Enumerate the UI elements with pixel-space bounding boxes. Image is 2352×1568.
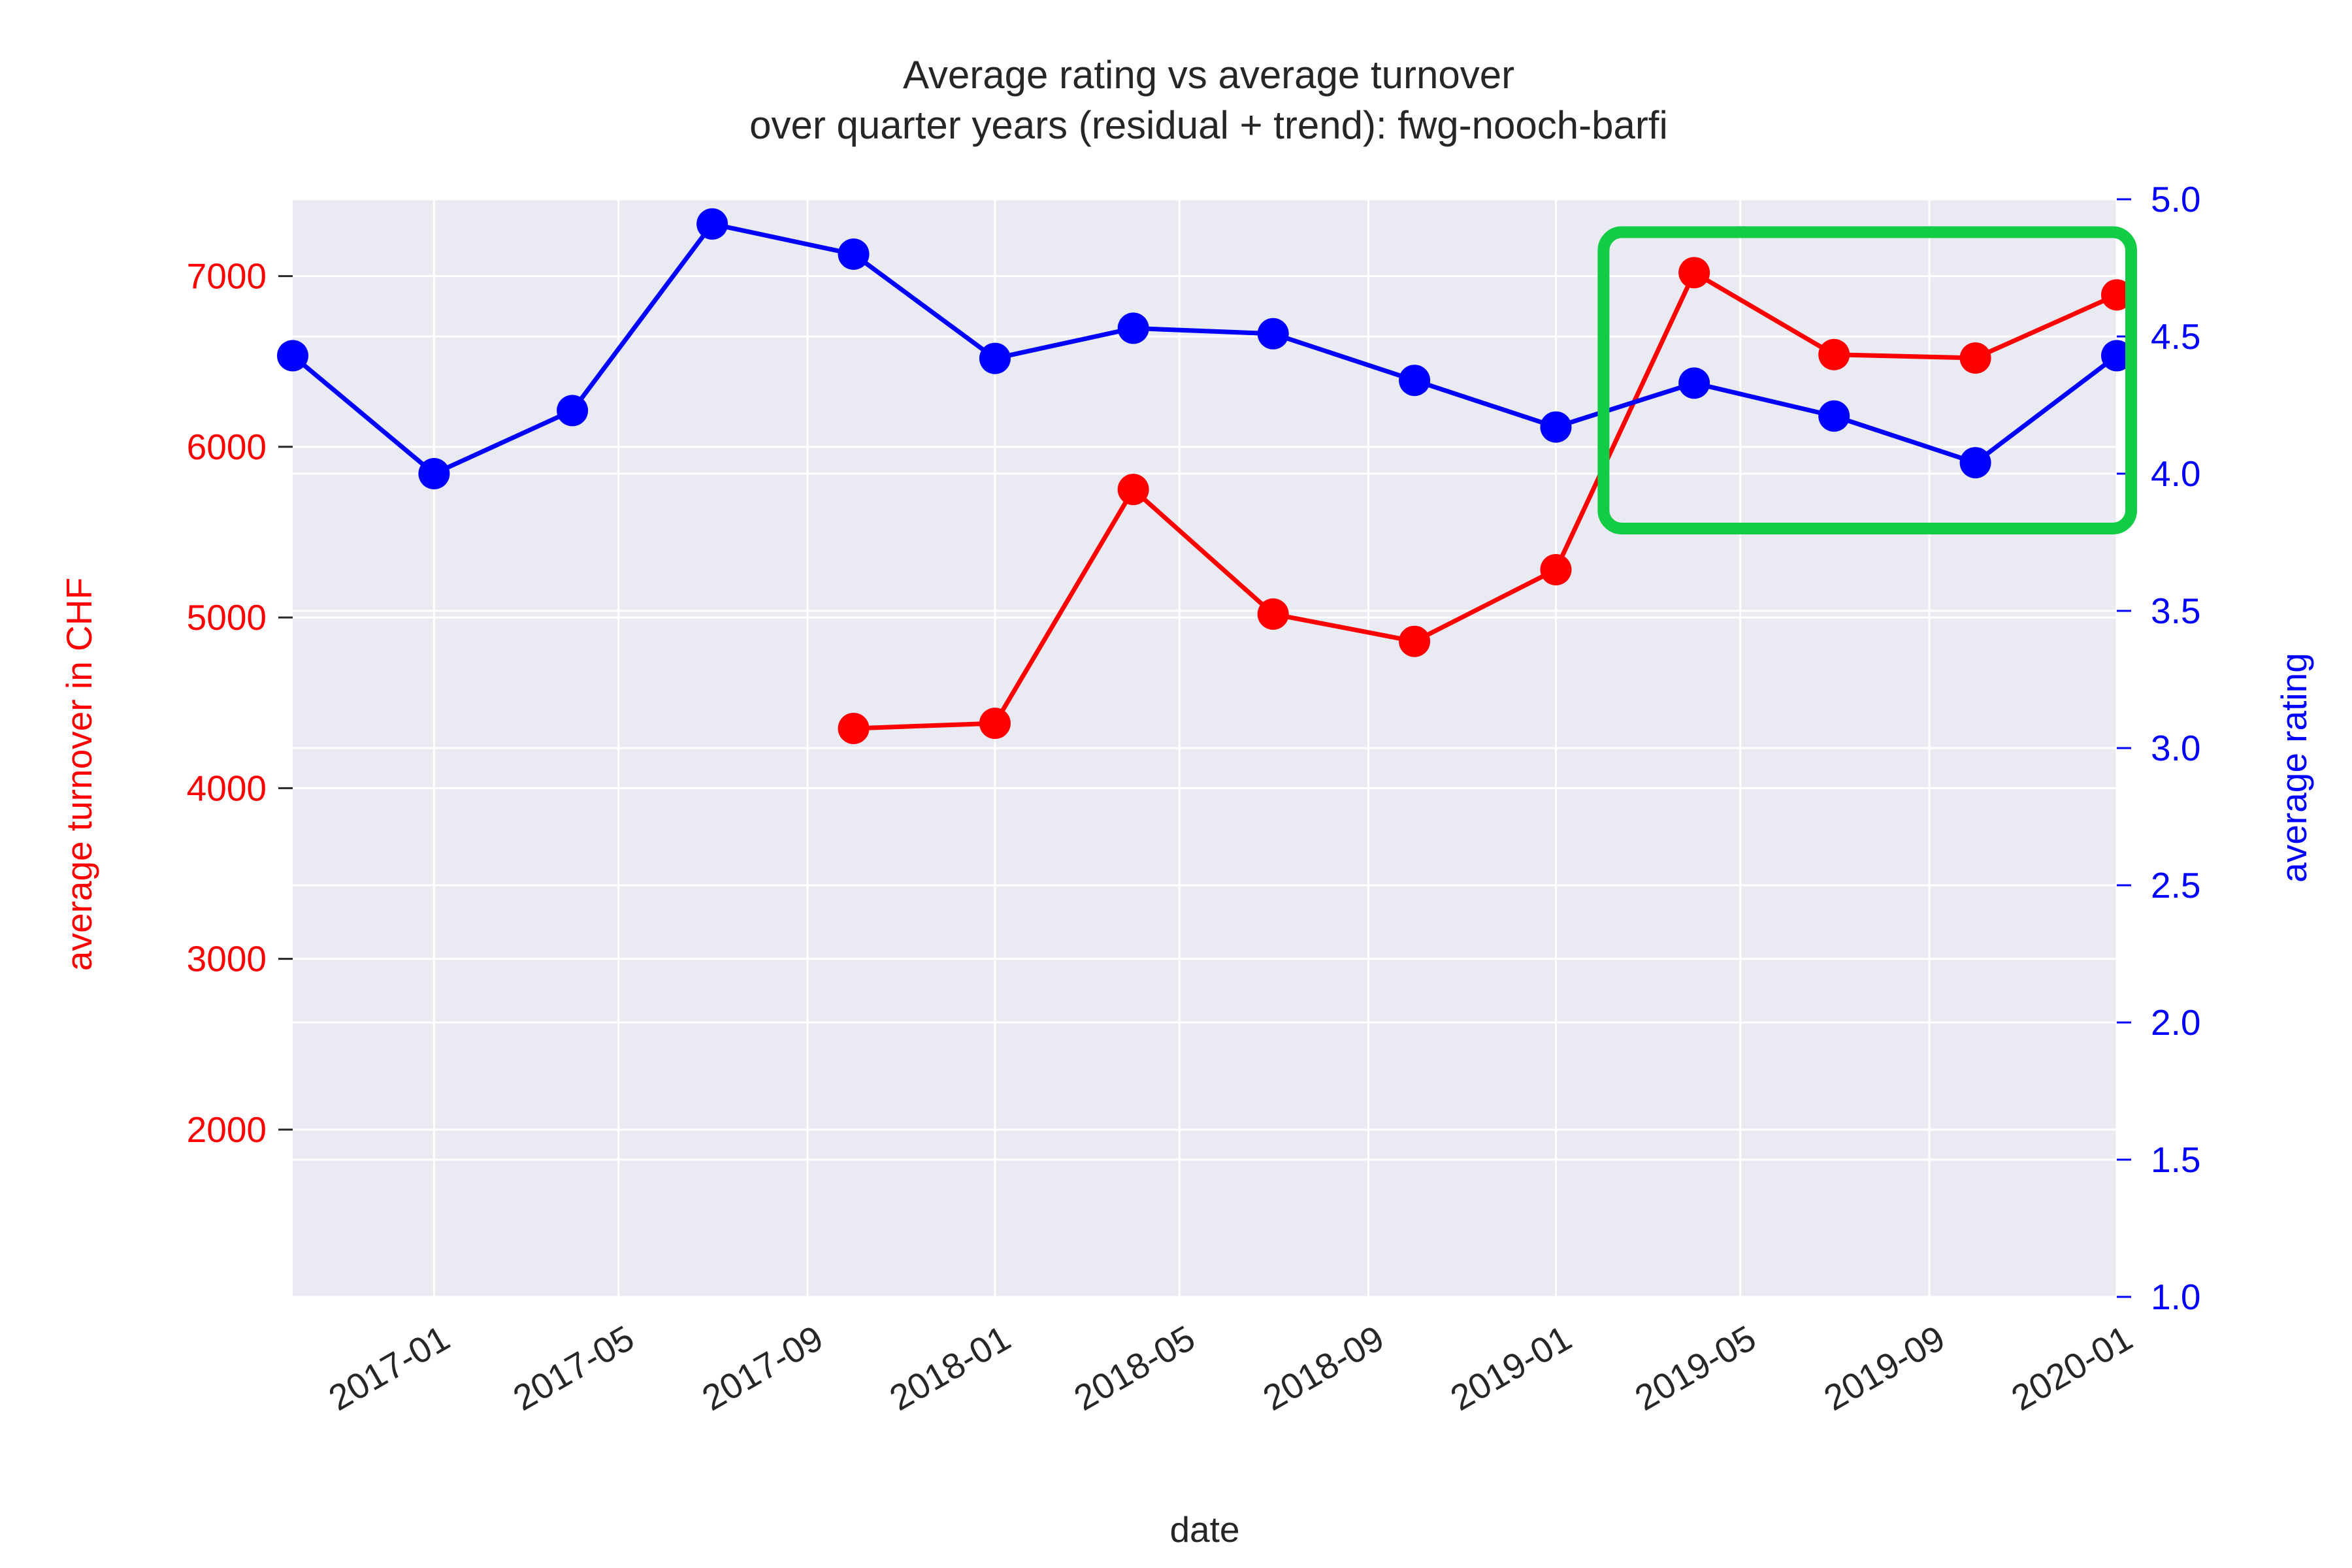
series-layer [277, 208, 2132, 744]
chart-title-line-1: Average rating vs average turnover [903, 53, 1514, 97]
data-point [557, 395, 589, 427]
grid-lines [293, 198, 2118, 1298]
data-point [1818, 338, 1850, 370]
data-point [696, 208, 728, 240]
y-left-tick-label: 7000 [187, 256, 267, 297]
y-axis-right-label: average rating [2274, 653, 2314, 883]
y-right-tick-label: 1.0 [2151, 1277, 2200, 1317]
y-right-tick-label: 3.0 [2151, 728, 2200, 768]
y-right-tick-label: 3.5 [2151, 591, 2200, 631]
data-point [979, 708, 1011, 740]
y-left-tick-label: 2000 [187, 1109, 267, 1150]
y-axis-left-label: average turnover in CHF [59, 578, 99, 971]
data-point [838, 238, 870, 270]
highlight-box [1597, 226, 2138, 534]
data-point [1117, 312, 1149, 344]
data-point [1257, 598, 1289, 630]
data-point [1678, 257, 1710, 289]
data-point [1117, 474, 1149, 506]
data-point [1399, 365, 1431, 397]
y-right-tick-label: 5.0 [2151, 179, 2200, 220]
data-point [979, 342, 1011, 374]
y-right-tick-label: 2.0 [2151, 1002, 2200, 1043]
series-line [853, 270, 2118, 731]
y-left-tick-label: 6000 [187, 427, 267, 467]
series-turnover [838, 257, 2132, 744]
chart-title-line-2: over quarter years (residual + trend): f… [749, 103, 1668, 147]
data-point [1399, 625, 1431, 657]
y-right-tick-label: 1.5 [2151, 1139, 2200, 1180]
x-axis-label: date [1169, 1509, 1239, 1550]
y-left-tick-label: 5000 [187, 597, 267, 638]
data-point [1959, 447, 1991, 479]
data-point [418, 458, 450, 489]
data-point [838, 712, 870, 744]
data-point [1818, 400, 1850, 432]
y-right-tick-label: 4.5 [2151, 316, 2200, 357]
data-point [1678, 367, 1710, 399]
y-right-tick-label: 4.0 [2151, 453, 2200, 494]
data-point [1959, 342, 1991, 374]
y-right-tick-label: 2.5 [2151, 865, 2200, 906]
series-rating [277, 208, 2132, 489]
y-left-tick-label: 3000 [187, 939, 267, 979]
data-point [1540, 411, 1572, 443]
data-point [2101, 279, 2132, 311]
data-point [2101, 340, 2132, 372]
data-point [1257, 318, 1289, 350]
series-line [291, 221, 2119, 476]
data-point [1540, 553, 1572, 585]
data-point [277, 340, 308, 372]
y-left-tick-label: 4000 [187, 768, 267, 808]
